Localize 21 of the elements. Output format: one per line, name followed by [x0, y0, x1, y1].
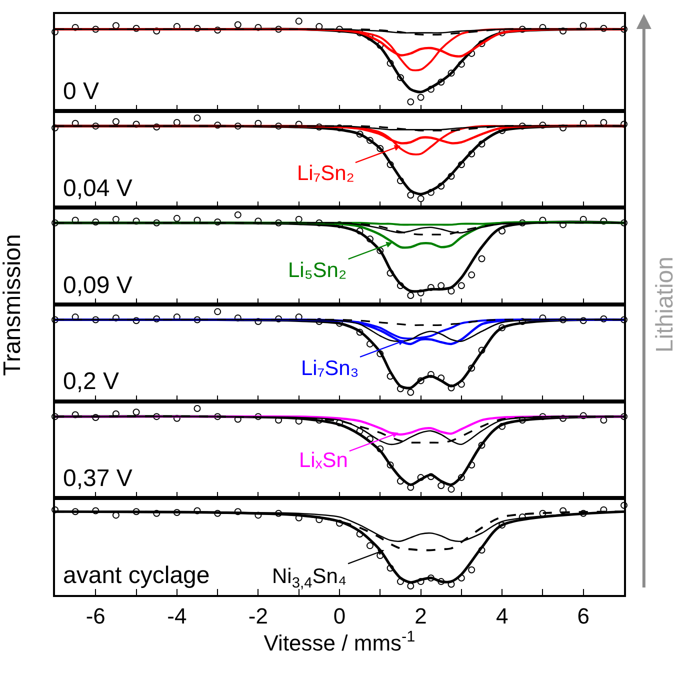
- annotation: Li₇Sn₂: [297, 162, 354, 185]
- text: Lithiation: [652, 256, 676, 353]
- annotation: Li₅Sn₂: [288, 259, 347, 282]
- x-tick-label: 2: [414, 603, 427, 628]
- y-axis-title: Transmission: [0, 234, 26, 376]
- x-tick-label: 6: [577, 603, 590, 628]
- text: 0,09 V: [63, 272, 132, 299]
- text: 0 V: [63, 78, 100, 105]
- text: 0,04 V: [63, 175, 132, 202]
- x-tick-label: -2: [248, 603, 268, 628]
- x-tick-label: 4: [496, 603, 508, 628]
- text: avant cyclage: [63, 562, 210, 589]
- x-tick-label: -6: [86, 603, 106, 628]
- x-tick-label: -4: [167, 603, 187, 628]
- x-axis-title: Vitesse / mms$^{-1}$: [264, 628, 416, 656]
- x-tick-label: 0: [333, 603, 346, 628]
- annotation: LiₓSn: [299, 449, 348, 472]
- annotation: Li₇Sn₃: [301, 357, 359, 380]
- text: 0,2 V: [63, 368, 120, 395]
- annotation: Ni$_{3,4}$Sn₄: [272, 565, 347, 592]
- text: 0,37 V: [63, 465, 132, 492]
